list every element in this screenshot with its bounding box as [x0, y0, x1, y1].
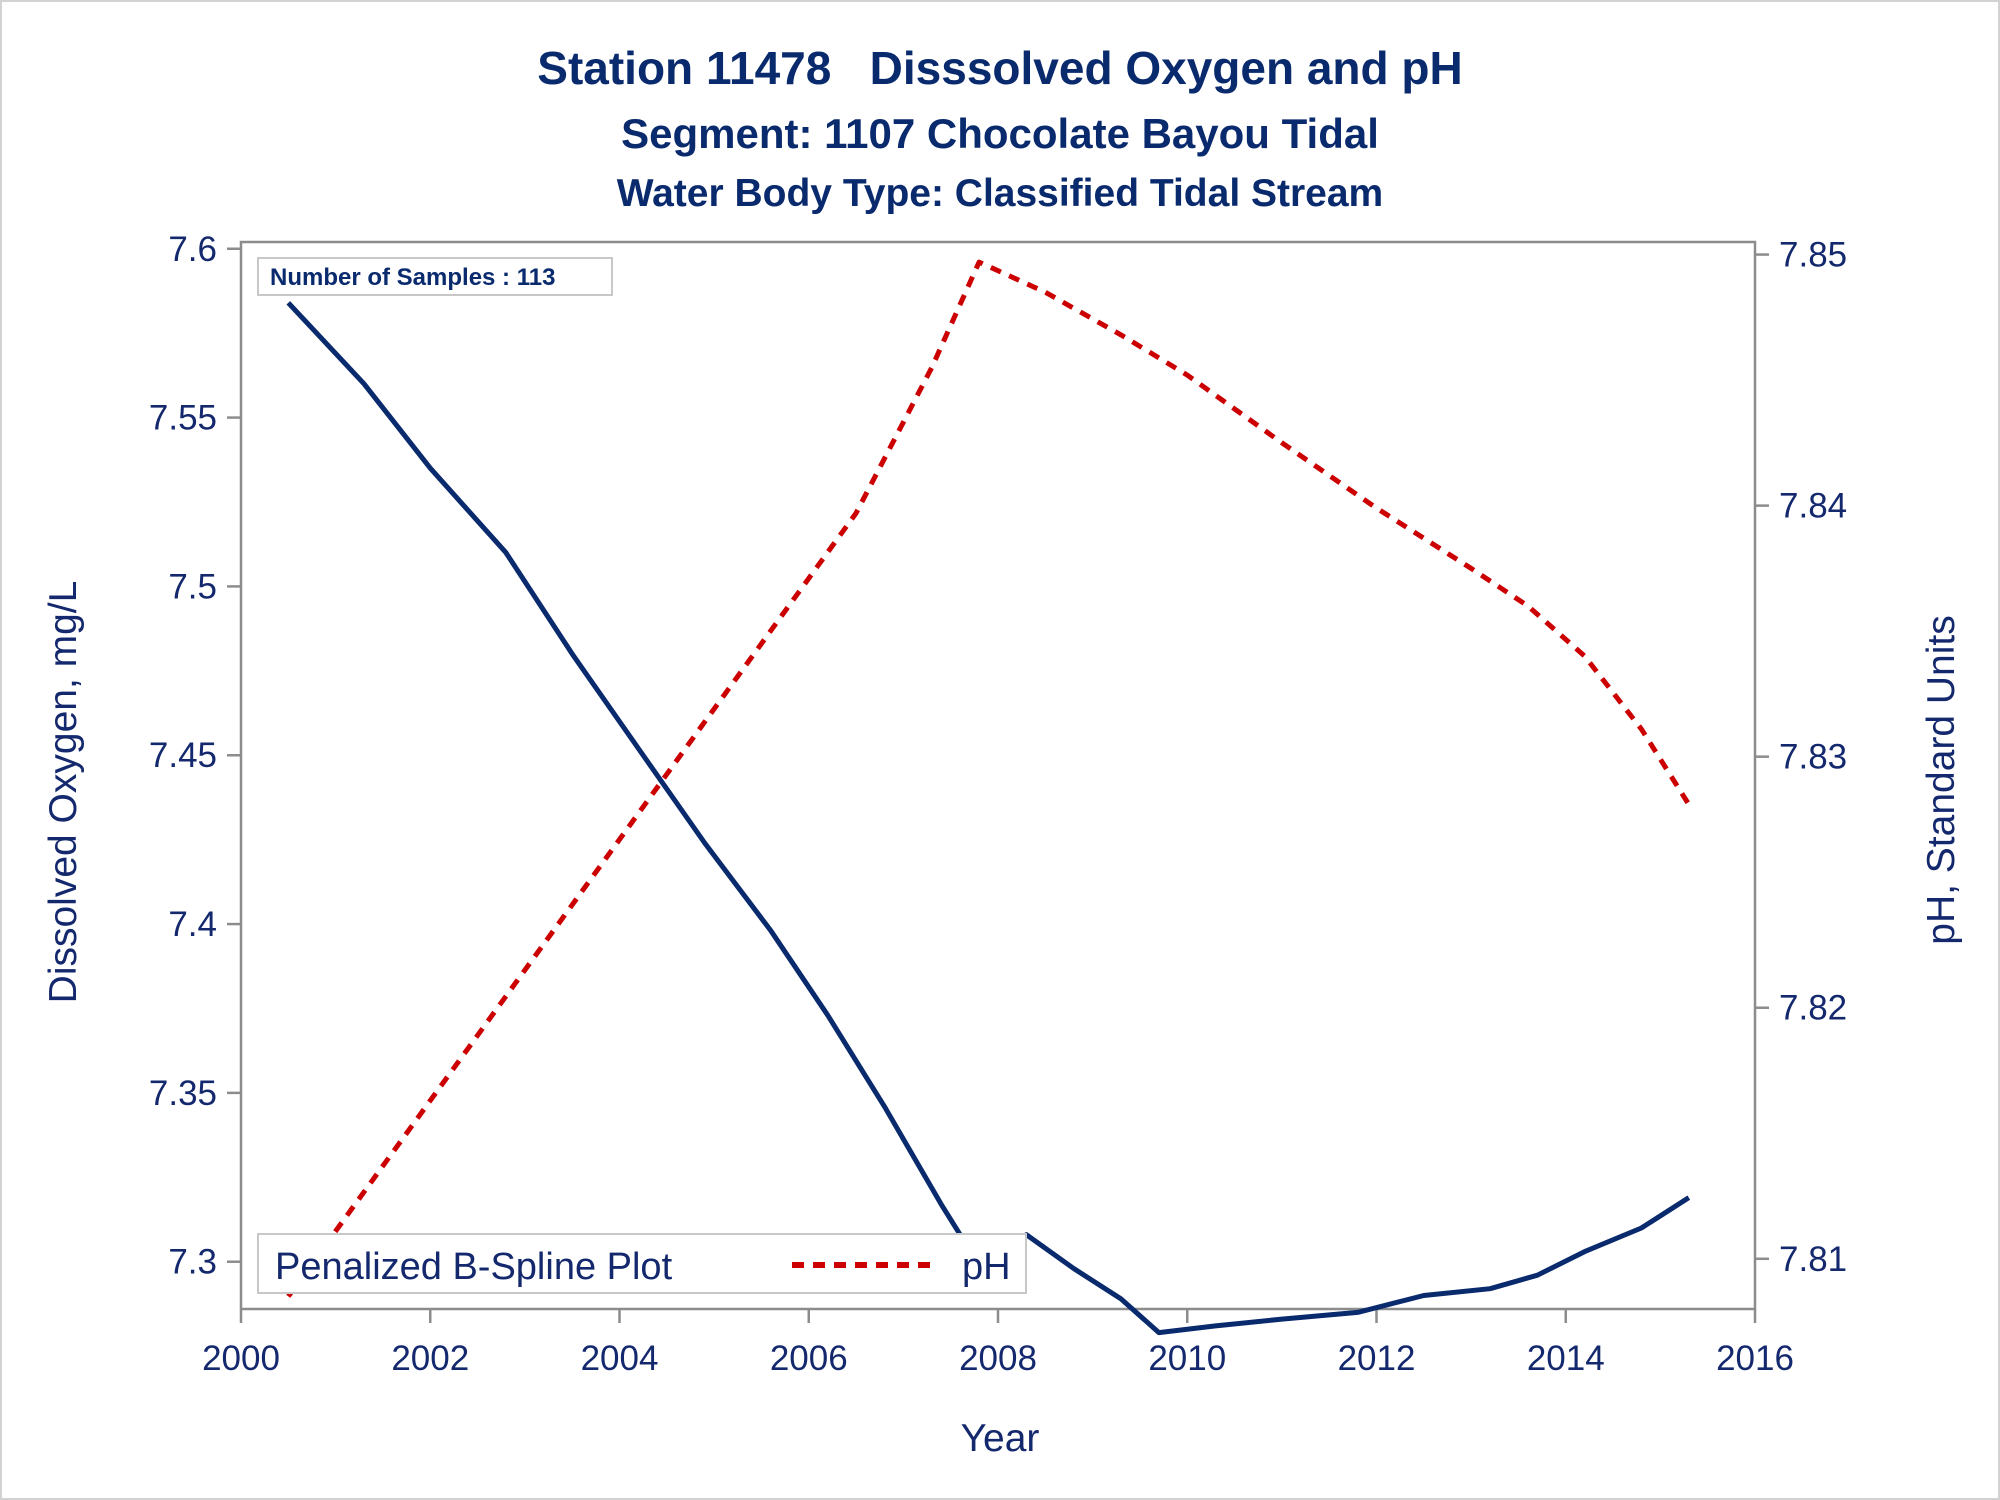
- ph-series-line: [286, 259, 1691, 1298]
- y-left-tick-label: 7.3: [168, 1243, 217, 1282]
- x-tick-label: 2010: [1148, 1339, 1226, 1378]
- y-left-tick-label: 7.5: [168, 567, 217, 606]
- y-right-tick-label: 7.83: [1779, 738, 1847, 777]
- y-left-tick-label: 7.35: [149, 1074, 217, 1113]
- y-axis-left: 7.3 7.35 7.4 7.45 7.5 7.55 7.6: [149, 230, 241, 1282]
- x-tick-label: 2012: [1338, 1339, 1416, 1378]
- dissolved-oxygen-series-line: [286, 301, 1691, 1336]
- x-tick-label: 2014: [1527, 1339, 1605, 1378]
- x-tick-label: 2000: [202, 1339, 280, 1378]
- x-tick-label: 2002: [391, 1339, 469, 1378]
- x-tick-label: 2008: [959, 1339, 1037, 1378]
- x-tick-label: 2016: [1716, 1339, 1794, 1378]
- y-right-tick-label: 7.82: [1779, 989, 1847, 1028]
- y-axis-right-label: pH, Standard Units: [1920, 615, 1963, 945]
- sample-count-text: Number of Samples : 113: [270, 264, 555, 291]
- y-left-tick-label: 7.45: [149, 736, 217, 775]
- y-left-tick-label: 7.55: [149, 399, 217, 438]
- y-right-tick-label: 7.84: [1779, 487, 1847, 526]
- y-axis-right: 7.81 7.82 7.83 7.84 7.85: [1755, 236, 1847, 1279]
- x-axis: 2000 2002 2004 2006 2008 2010 2012 2014 2016: [202, 1309, 1794, 1378]
- y-left-tick-label: 7.4: [168, 905, 217, 944]
- x-tick-label: 2004: [581, 1339, 659, 1378]
- series-group: [286, 259, 1691, 1336]
- chart-subtitle-water-body: Water Body Type: Classified Tidal Stream: [617, 172, 1383, 215]
- y-right-tick-label: 7.85: [1779, 236, 1847, 275]
- chart-title: Station 11478 Disssolved Oxygen and pH: [537, 42, 1462, 94]
- y-left-tick-label: 7.6: [168, 230, 217, 269]
- legend: Penalized B-Spline Plot pH: [257, 1233, 1027, 1294]
- y-axis-left-label: Dissolved Oxygen, mg/L: [42, 581, 85, 1004]
- sample-count-box: [257, 257, 613, 296]
- x-tick-label: 2006: [770, 1339, 848, 1378]
- plot-area-frame: [239, 240, 1757, 1311]
- legend-title: Penalized B-Spline Plot: [275, 1246, 673, 1288]
- legend-ph-label: pH: [962, 1246, 1011, 1288]
- y-right-tick-label: 7.81: [1779, 1240, 1847, 1279]
- sample-count-inset: Number of Samples : 113: [257, 257, 613, 296]
- chart-subtitle-segment: Segment: 1107 Chocolate Bayou Tidal: [621, 110, 1379, 157]
- x-axis-label: Year: [961, 1417, 1040, 1460]
